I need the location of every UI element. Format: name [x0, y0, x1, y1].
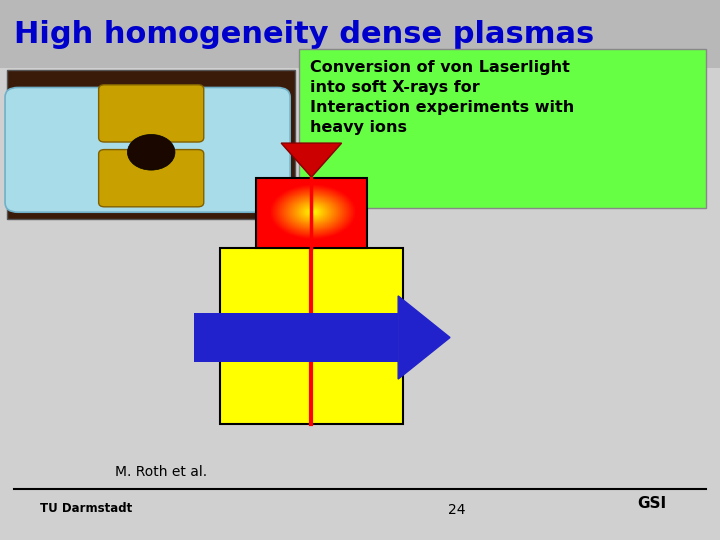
FancyBboxPatch shape: [299, 49, 706, 208]
FancyBboxPatch shape: [194, 313, 398, 362]
Polygon shape: [282, 143, 341, 177]
FancyBboxPatch shape: [99, 85, 204, 142]
FancyBboxPatch shape: [5, 87, 290, 212]
FancyBboxPatch shape: [99, 150, 204, 207]
Polygon shape: [398, 296, 450, 379]
FancyBboxPatch shape: [7, 70, 295, 219]
Circle shape: [127, 134, 175, 170]
FancyBboxPatch shape: [220, 248, 403, 424]
Text: High homogeneity dense plasmas: High homogeneity dense plasmas: [14, 19, 595, 49]
Text: 24: 24: [448, 503, 465, 517]
Text: M. Roth et al.: M. Roth et al.: [115, 465, 207, 480]
Text: TU Darmstadt: TU Darmstadt: [40, 502, 132, 515]
Text: Conversion of von Laserlight
into soft X-rays for
Interaction experiments with
h: Conversion of von Laserlight into soft X…: [310, 60, 574, 135]
FancyBboxPatch shape: [0, 0, 720, 68]
Text: GSI: GSI: [637, 496, 666, 511]
